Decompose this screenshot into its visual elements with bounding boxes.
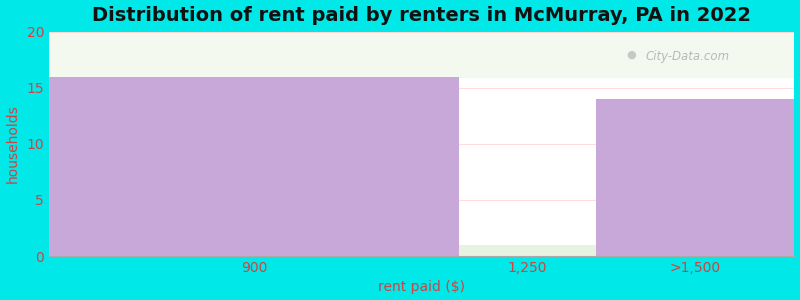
Y-axis label: households: households: [6, 104, 19, 183]
Bar: [49, 32, 794, 76]
Bar: [459, 245, 596, 256]
X-axis label: rent paid ($): rent paid ($): [378, 280, 466, 294]
Text: ●: ●: [626, 50, 637, 60]
Bar: [49, 76, 459, 256]
Text: City-Data.com: City-Data.com: [646, 50, 730, 63]
Title: Distribution of rent paid by renters in McMurray, PA in 2022: Distribution of rent paid by renters in …: [92, 6, 751, 25]
Bar: [596, 99, 794, 256]
